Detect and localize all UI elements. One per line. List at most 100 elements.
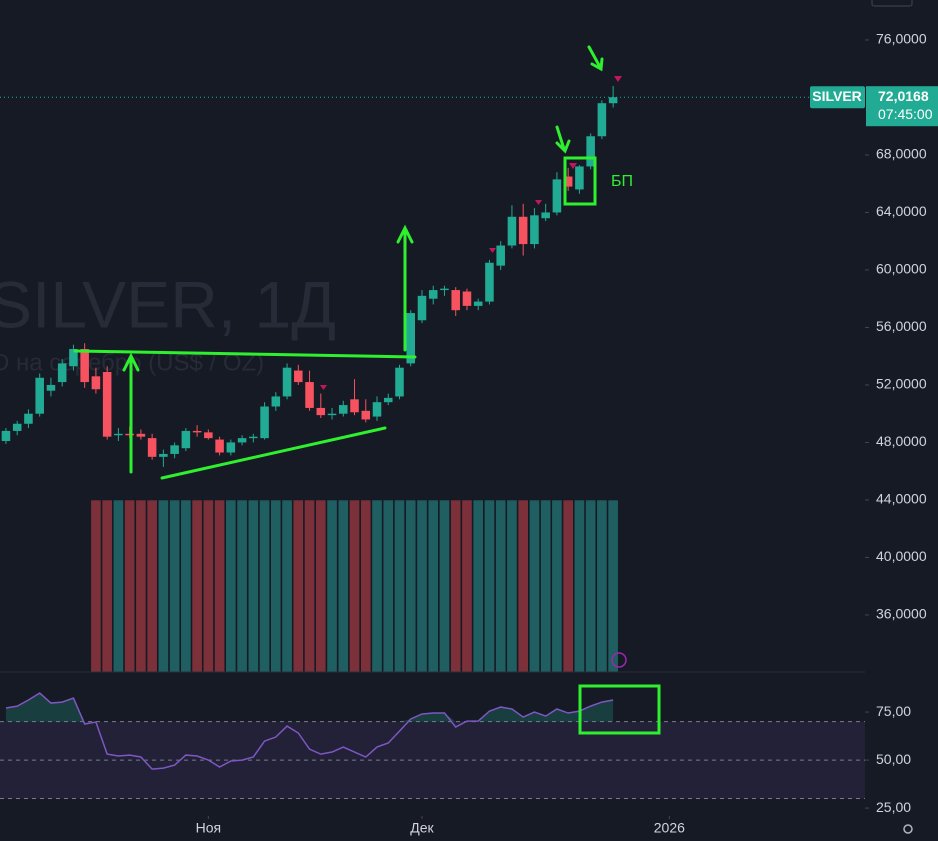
y-tick-label: 40,0000 bbox=[876, 548, 927, 564]
candle-body bbox=[507, 216, 517, 246]
candle-body bbox=[170, 445, 179, 454]
volume-bar bbox=[472, 499, 484, 673]
volume-bar bbox=[180, 499, 192, 673]
highlight-box bbox=[563, 156, 597, 206]
candle-body bbox=[1, 430, 11, 442]
marker bbox=[535, 200, 542, 205]
candle-body bbox=[485, 262, 494, 302]
arrow-down bbox=[587, 45, 604, 72]
volume-bar bbox=[562, 499, 574, 673]
candle-body bbox=[586, 136, 595, 167]
candle-body bbox=[69, 349, 78, 367]
candle-body bbox=[361, 410, 371, 420]
candle-body bbox=[327, 413, 337, 416]
rsi-line bbox=[5, 692, 614, 770]
volume-bar bbox=[416, 499, 428, 673]
volume-bar bbox=[540, 499, 552, 673]
volume-bar bbox=[360, 499, 372, 673]
marker bbox=[320, 385, 327, 390]
volume-bar bbox=[315, 499, 327, 673]
candle-body bbox=[24, 413, 33, 424]
y-tick-label: 76,0000 bbox=[876, 31, 927, 47]
candle-body bbox=[530, 215, 539, 245]
volume-bar bbox=[517, 499, 529, 673]
signal-markers bbox=[320, 76, 622, 390]
candle-body bbox=[575, 166, 584, 190]
x-tick-label: Ноя bbox=[196, 820, 221, 836]
candle-body bbox=[608, 97, 618, 104]
rsi-highlight-box bbox=[578, 684, 661, 735]
y-tick-label: 56,0000 bbox=[876, 318, 927, 334]
volume-bar bbox=[585, 499, 597, 673]
volume-bar bbox=[112, 499, 124, 673]
candle-body bbox=[215, 439, 224, 453]
candle-body bbox=[552, 179, 562, 213]
marker bbox=[569, 163, 577, 169]
volume-bar bbox=[292, 499, 304, 673]
volume-bar bbox=[461, 499, 473, 673]
candle-body bbox=[305, 382, 314, 408]
y-tick-label: 48,0000 bbox=[876, 433, 927, 449]
resistance-line bbox=[73, 349, 417, 359]
volume-bar bbox=[596, 499, 608, 673]
candle-body bbox=[249, 436, 258, 439]
symbol-tag bbox=[810, 86, 865, 109]
volume-bar bbox=[157, 499, 169, 673]
candle-body bbox=[159, 453, 168, 457]
watermark: SILVER, 1Д bbox=[0, 267, 336, 341]
rsi-tick-label: 50,00 bbox=[876, 751, 911, 767]
candle-body bbox=[350, 399, 359, 413]
volume-bar bbox=[281, 499, 293, 673]
volume-bar bbox=[169, 499, 181, 673]
candle-body bbox=[451, 290, 460, 311]
volume-bar bbox=[439, 499, 450, 673]
candle-body bbox=[57, 363, 67, 383]
volume-bar bbox=[506, 499, 518, 673]
candle-body bbox=[339, 405, 348, 414]
candle-body bbox=[462, 291, 472, 306]
candle-body bbox=[91, 376, 101, 390]
volume-bar bbox=[270, 499, 282, 673]
marker bbox=[489, 248, 496, 253]
volume-bar bbox=[337, 499, 349, 673]
y-tick-label: 68,0000 bbox=[876, 146, 927, 162]
candle-body bbox=[102, 372, 112, 437]
annotation-label: БП bbox=[611, 173, 633, 190]
volume-bar bbox=[202, 499, 214, 673]
y-tick-label: 52,0000 bbox=[876, 376, 927, 392]
candle-body bbox=[428, 290, 438, 299]
volume-bar bbox=[304, 499, 315, 673]
candle-body bbox=[226, 442, 236, 453]
y-tick-label: 64,0000 bbox=[876, 203, 927, 219]
volume-bar bbox=[101, 499, 113, 673]
symbol-tag-label: SILVER bbox=[812, 88, 862, 104]
x-tick-label: Дек bbox=[410, 820, 434, 836]
settings-icon[interactable] bbox=[903, 824, 913, 834]
price-tag-label: 72,0168 bbox=[878, 88, 929, 104]
volume-bar bbox=[236, 499, 248, 673]
currency-box[interactable] bbox=[871, 0, 913, 7]
volume-bar bbox=[484, 499, 495, 673]
candle-body bbox=[282, 367, 292, 397]
volume-bar bbox=[124, 499, 136, 673]
volume-bar bbox=[135, 499, 147, 673]
volume-bar bbox=[405, 499, 417, 673]
y-tick-label: 36,0000 bbox=[876, 606, 927, 622]
candle-body bbox=[372, 402, 382, 417]
volume-bar bbox=[146, 499, 158, 673]
annotations: БП bbox=[73, 45, 661, 735]
volume-bar bbox=[326, 499, 338, 673]
event-icon[interactable] bbox=[611, 652, 627, 668]
price-tag bbox=[866, 86, 938, 127]
candle-body bbox=[563, 176, 573, 187]
support-line bbox=[160, 426, 387, 480]
y-tick-label: 60,0000 bbox=[876, 261, 927, 277]
candle-body bbox=[597, 103, 607, 137]
arrow-up bbox=[122, 352, 140, 474]
candle-body bbox=[237, 438, 247, 443]
volume-bar bbox=[371, 499, 383, 673]
candle-body bbox=[114, 433, 123, 436]
rsi-tick-label: 25,00 bbox=[876, 799, 911, 815]
